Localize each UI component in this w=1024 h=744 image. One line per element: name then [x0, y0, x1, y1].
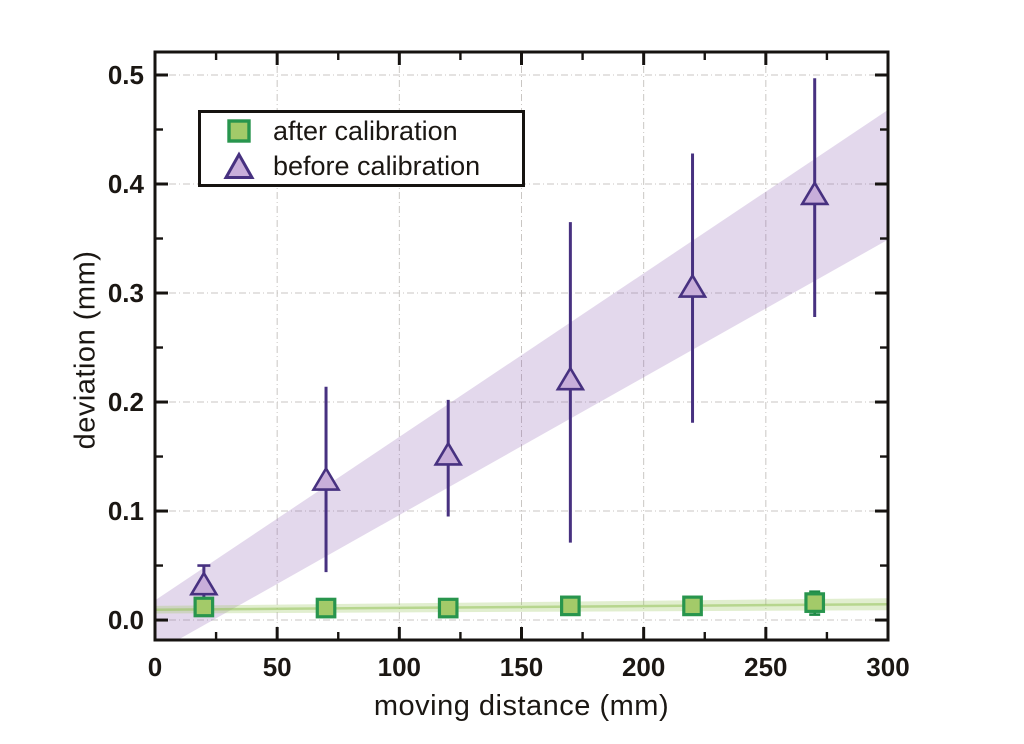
axis-frame [153, 50, 890, 642]
legend-item-label: before calibration [273, 150, 481, 181]
data-point-square [560, 595, 581, 617]
x-tick-label: 300 [866, 652, 909, 682]
confidence-band-after-calibration [155, 598, 888, 614]
data-point-square [804, 592, 826, 613]
data-point-triangle [555, 365, 586, 391]
data-point-square [315, 597, 337, 619]
legend-item-before-calibration: before calibration [223, 149, 522, 183]
series-before-calibration [189, 180, 830, 596]
tick-labels: 0 50 100 150 200 250 300 0.0 0.1 0.2 0.3 0.4 0.5 [108, 60, 910, 682]
legend-item-label: after calibration [273, 115, 458, 146]
x-tick-label: 50 [263, 652, 292, 682]
square-marker-icon [223, 116, 255, 146]
legend: after calibration before calibration [198, 110, 525, 187]
x-tick-label: 150 [500, 652, 543, 682]
x-tick-label: 100 [378, 652, 421, 682]
x-tick-label: 250 [744, 652, 787, 682]
x-tick-label: 0 [148, 652, 162, 682]
legend-item-after-calibration: after calibration [223, 114, 522, 148]
y-tick-label: 0.1 [108, 496, 144, 526]
data-point-square [682, 595, 703, 617]
data-point-square [193, 596, 215, 618]
data-point-triangle [677, 273, 708, 298]
y-axis-title: deviation (mm) [69, 250, 102, 450]
x-axis-title: moving distance (mm) [373, 690, 670, 722]
data-point-triangle [311, 465, 341, 491]
data-point-square [437, 597, 459, 619]
confidence-band-before-calibration [155, 109, 888, 640]
x-tick-label: 200 [622, 652, 665, 682]
y-tick-label: 0.3 [108, 278, 144, 308]
data-point-triangle [433, 440, 463, 466]
y-tick-label: 0.4 [108, 169, 145, 199]
series-after-calibration [193, 592, 826, 619]
triangle-marker-icon [223, 151, 255, 181]
y-tick-label: 0.2 [108, 387, 144, 417]
y-tick-label: 0.0 [108, 605, 144, 635]
data-point-triangle [799, 180, 830, 206]
data-point-triangle [189, 570, 219, 596]
y-tick-label: 0.5 [108, 60, 144, 90]
